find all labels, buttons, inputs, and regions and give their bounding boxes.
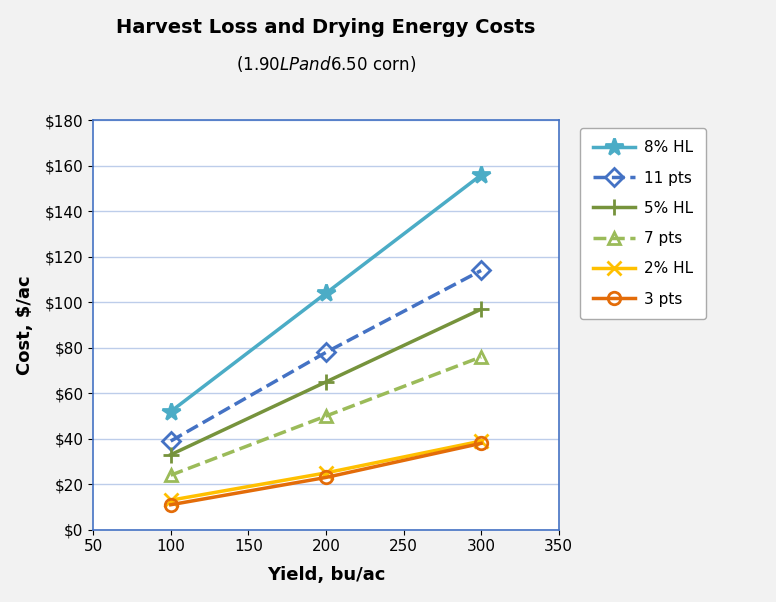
5% HL xyxy=(476,306,486,313)
11 pts xyxy=(321,349,331,356)
2% HL xyxy=(321,470,331,477)
Line: 2% HL: 2% HL xyxy=(164,434,488,507)
2% HL xyxy=(476,438,486,445)
11 pts xyxy=(166,438,175,445)
3 pts xyxy=(321,474,331,481)
8% HL xyxy=(166,408,175,415)
Y-axis label: Cost, $/ac: Cost, $/ac xyxy=(16,275,33,375)
11 pts xyxy=(476,267,486,274)
Legend: 8% HL, 11 pts, 5% HL, 7 pts, 2% HL, 3 pts: 8% HL, 11 pts, 5% HL, 7 pts, 2% HL, 3 pt… xyxy=(580,128,706,319)
5% HL xyxy=(166,451,175,458)
2% HL xyxy=(166,497,175,504)
8% HL xyxy=(476,172,486,179)
Line: 8% HL: 8% HL xyxy=(161,166,490,421)
5% HL xyxy=(321,378,331,385)
Line: 11 pts: 11 pts xyxy=(165,264,487,447)
Line: 3 pts: 3 pts xyxy=(165,437,487,511)
Line: 5% HL: 5% HL xyxy=(163,302,489,462)
3 pts xyxy=(166,501,175,508)
7 pts xyxy=(476,353,486,361)
Line: 7 pts: 7 pts xyxy=(165,351,487,482)
X-axis label: Yield, bu/ac: Yield, bu/ac xyxy=(267,566,385,583)
8% HL xyxy=(321,290,331,297)
7 pts xyxy=(166,471,175,479)
3 pts xyxy=(476,439,486,447)
Text: Harvest Loss and Drying Energy Costs: Harvest Loss and Drying Energy Costs xyxy=(116,18,535,37)
Text: ($1.90 LP and $6.50 corn): ($1.90 LP and $6.50 corn) xyxy=(236,54,416,74)
7 pts xyxy=(321,412,331,420)
